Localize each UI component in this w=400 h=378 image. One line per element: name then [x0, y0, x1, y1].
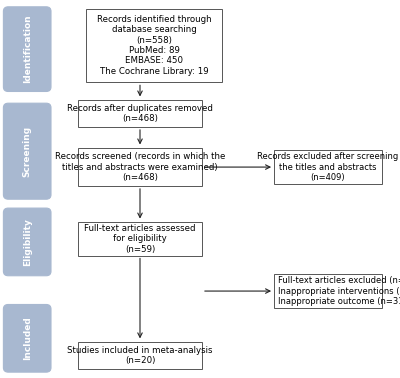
FancyBboxPatch shape [78, 222, 202, 256]
Text: Full-text articles excluded (n=39)
Inappropriate interventions (n=8)
Inappropria: Full-text articles excluded (n=39) Inapp… [278, 276, 400, 306]
Text: Records identified through
database searching
(n=558)
PubMed: 89
EMBASE: 450
The: Records identified through database sear… [97, 15, 211, 76]
FancyBboxPatch shape [78, 148, 202, 186]
FancyBboxPatch shape [4, 103, 51, 199]
Text: Studies included in meta-analysis
(n=20): Studies included in meta-analysis (n=20) [67, 345, 213, 365]
Text: Records after duplicates removed
(n=468): Records after duplicates removed (n=468) [67, 104, 213, 123]
Text: Screening: Screening [23, 125, 32, 177]
FancyBboxPatch shape [78, 100, 202, 127]
FancyBboxPatch shape [274, 274, 382, 308]
Text: Included: Included [23, 316, 32, 360]
Text: Full-text articles assessed
for eligibility
(n=59): Full-text articles assessed for eligibil… [84, 224, 196, 254]
FancyBboxPatch shape [4, 305, 51, 372]
Text: Eligibility: Eligibility [23, 218, 32, 266]
Text: Records screened (records in which the
titles and abstracts were examined)
(n=46: Records screened (records in which the t… [55, 152, 225, 182]
FancyBboxPatch shape [86, 9, 222, 82]
FancyBboxPatch shape [78, 342, 202, 369]
Text: Records excluded after screening
the titles and abstracts
(n=409): Records excluded after screening the tit… [257, 152, 399, 182]
Text: Identification: Identification [23, 15, 32, 84]
FancyBboxPatch shape [4, 7, 51, 91]
FancyBboxPatch shape [4, 208, 51, 276]
FancyBboxPatch shape [274, 150, 382, 184]
